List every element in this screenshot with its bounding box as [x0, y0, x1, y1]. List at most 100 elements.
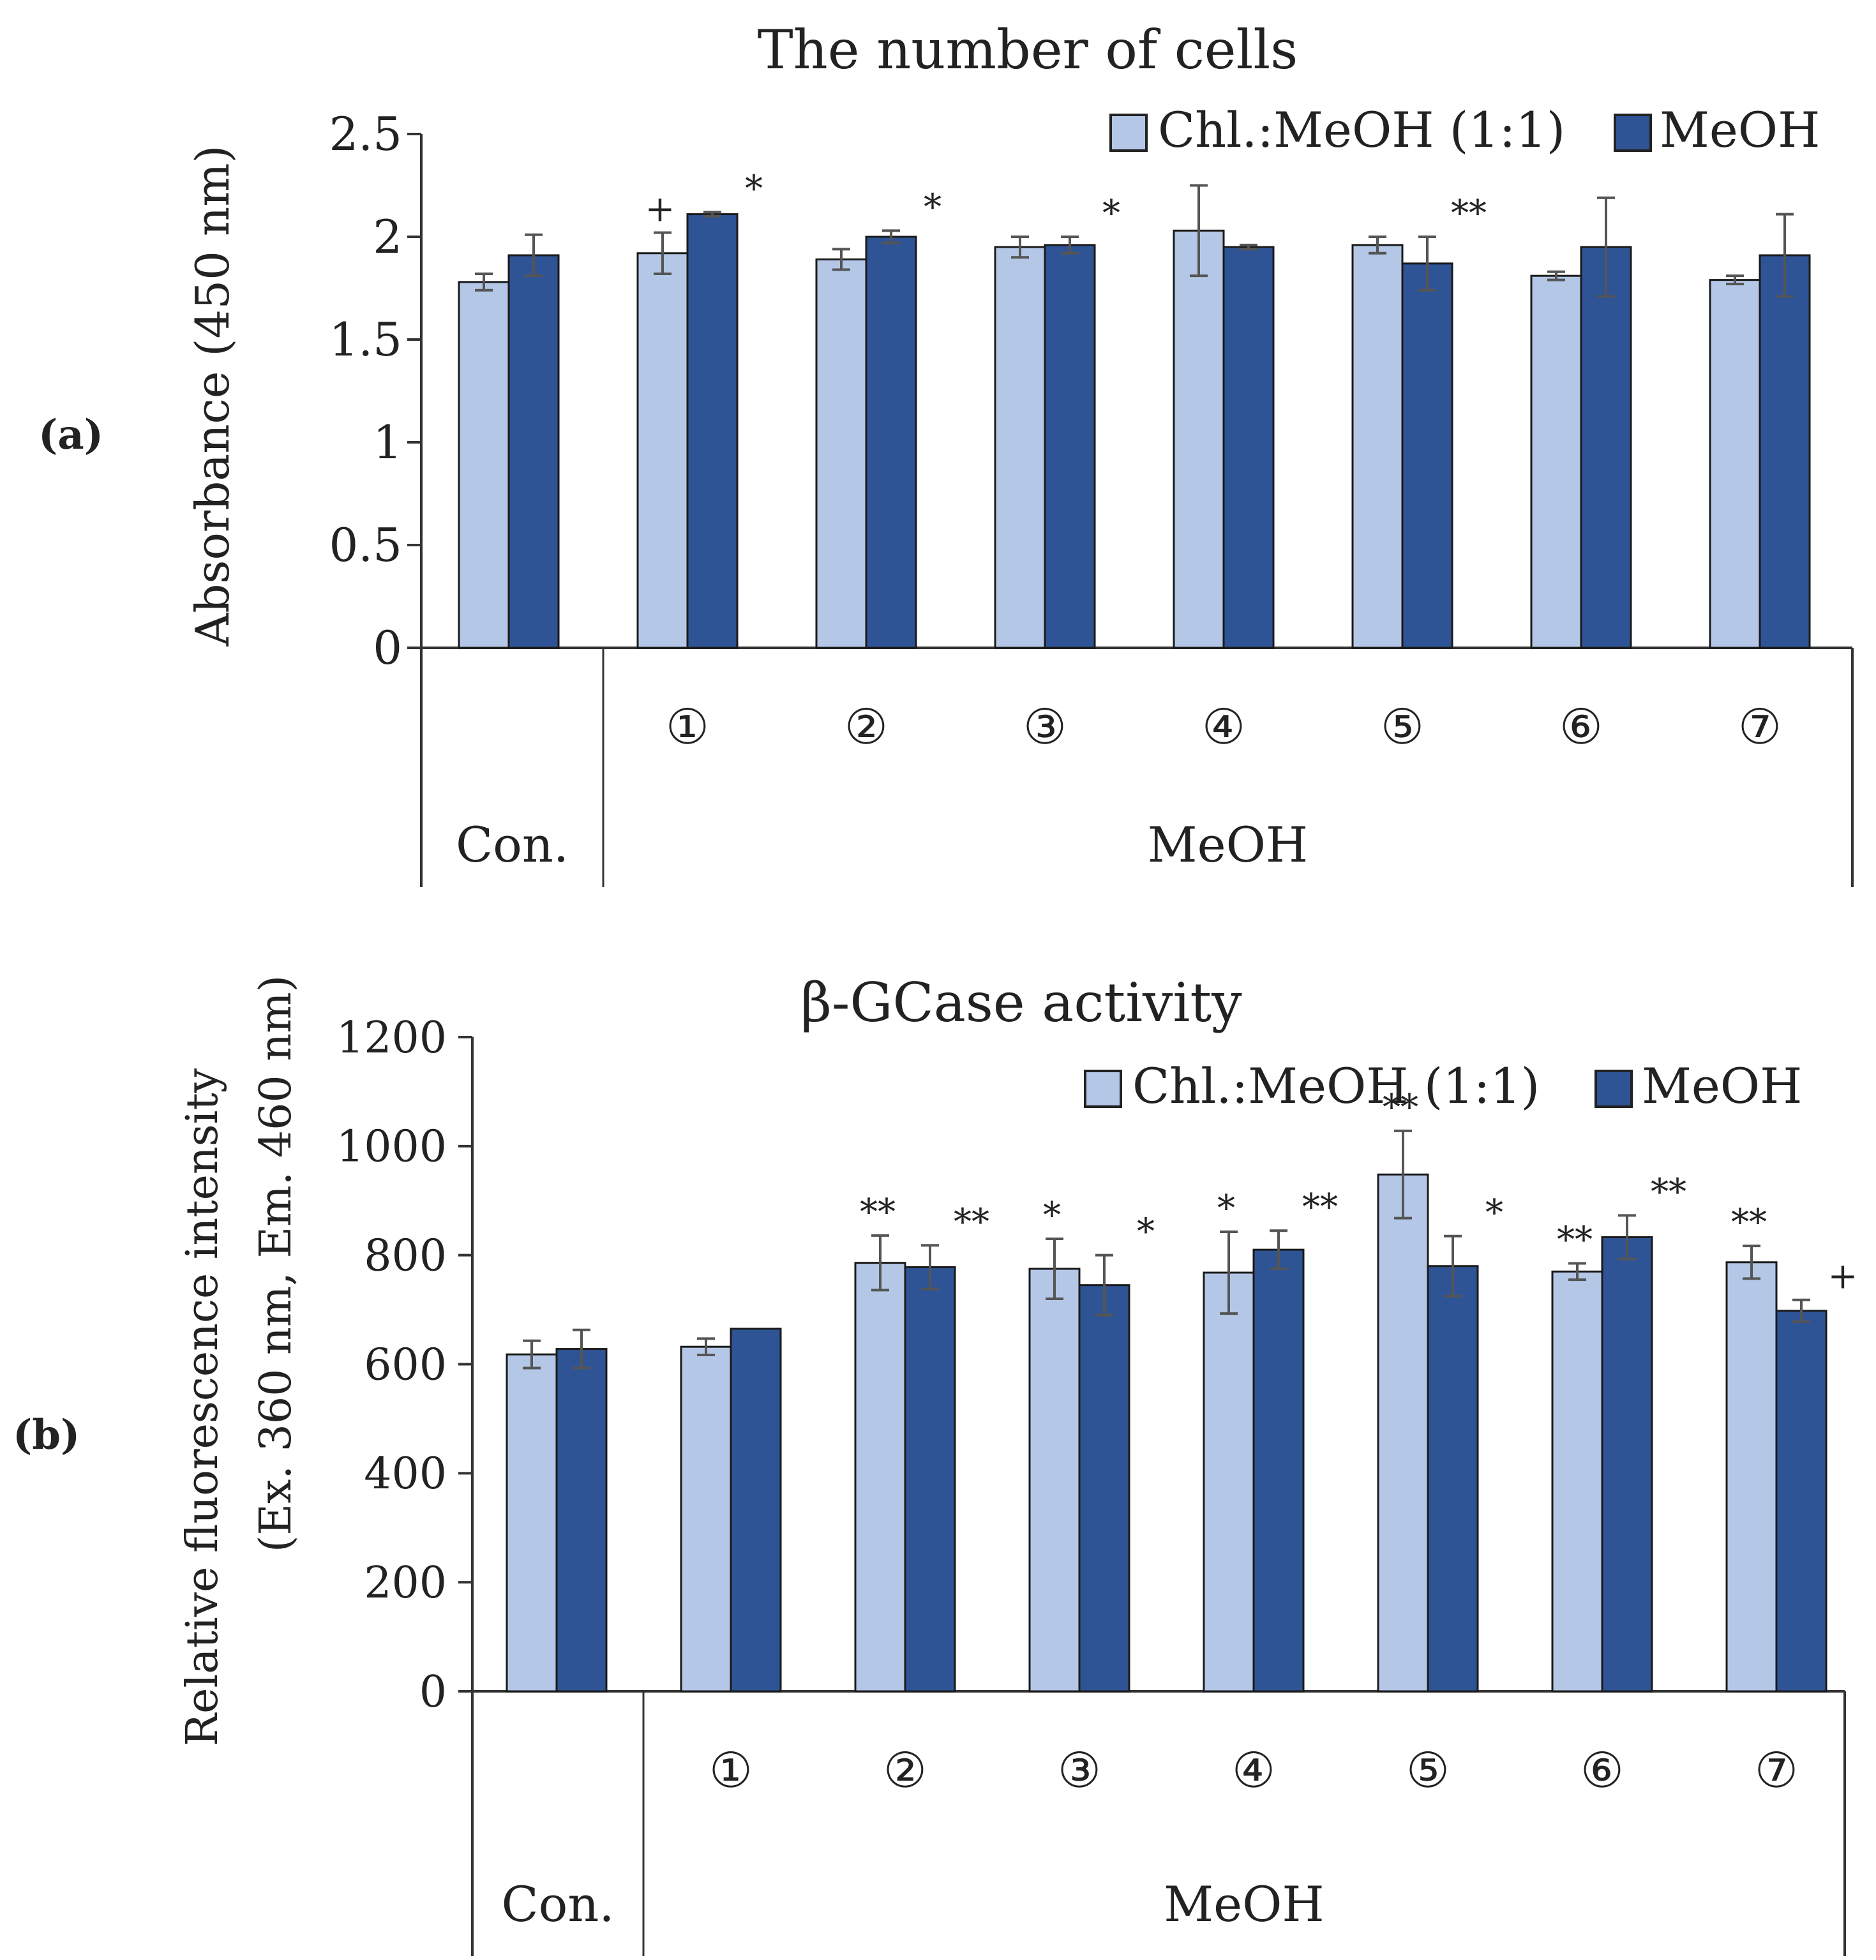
b-bar-s0-c6	[1551, 1270, 1603, 1693]
a-category-label-5: ⑤	[1381, 698, 1424, 755]
a-ytick-label-2: 1	[373, 415, 402, 469]
b-annotation-s0-c4: *	[1217, 1188, 1235, 1229]
b-category-label-3: ③	[1058, 1742, 1101, 1799]
chart-b-ylabel2: (Ex. 360 nm, Em. 460 nm)	[251, 975, 301, 1552]
b-group-label-1: MeOH	[1164, 1876, 1324, 1933]
a-ytick-label-5: 2.5	[329, 107, 402, 161]
b-ytick-label-5: 1000	[336, 1122, 447, 1172]
legend-b-label-0: Chl.:MeOH (1:1)	[1132, 1058, 1540, 1114]
a-bar-s1-c1	[686, 213, 739, 649]
b-annotation-s1-c4: **	[1302, 1186, 1338, 1228]
a-ytick-label-1: 0.5	[329, 518, 402, 572]
legend-b-label-1: MeOH	[1642, 1058, 1802, 1114]
b-category-label-5: ⑤	[1406, 1742, 1450, 1799]
a-annotation-s1-c5: **	[1451, 193, 1487, 234]
b-bar-s0-c2	[854, 1262, 906, 1693]
a-ytick-label-3: 1.5	[329, 313, 402, 366]
legend-a-swatch-1	[1614, 114, 1652, 152]
a-category-label-7: ⑦	[1738, 698, 1782, 755]
a-bar-s0-c3	[994, 246, 1046, 649]
b-annotation-s1-c5: *	[1485, 1192, 1503, 1234]
b-ytick-label-4: 800	[364, 1231, 447, 1281]
a-bar-s1-c0	[507, 254, 560, 649]
b-bar-s0-c7	[1725, 1261, 1778, 1693]
b-bar-s1-c4	[1252, 1248, 1305, 1693]
legend-b-swatch-0	[1084, 1070, 1122, 1108]
b-bar-s1-c2	[904, 1266, 956, 1693]
a-bar-s0-c4	[1173, 229, 1225, 649]
b-annotation-s1-c2: **	[954, 1201, 989, 1243]
b-bar-s1-c6	[1601, 1236, 1653, 1693]
chart-a-legend: Chl.:MeOH (1:1) MeOH	[1109, 101, 1820, 158]
b-ytick-label-0: 0	[419, 1667, 447, 1717]
a-category-label-4: ④	[1202, 698, 1245, 755]
a-category-label-2: ②	[844, 698, 888, 755]
b-bar-s1-c0	[555, 1348, 608, 1693]
a-category-label-1: ①	[666, 698, 709, 755]
legend-a-swatch-0	[1109, 114, 1148, 152]
panel-label-b: (b)	[13, 1411, 80, 1459]
b-annotation-s1-c7: +	[1828, 1256, 1858, 1298]
b-annotation-s0-c3: *	[1043, 1195, 1061, 1236]
a-category-label-6: ⑥	[1559, 698, 1603, 755]
legend-b-swatch-1	[1595, 1070, 1633, 1108]
a-group-label-1: MeOH	[1148, 816, 1308, 873]
chart-b-legend: Chl.:MeOH (1:1) MeOH	[1084, 1058, 1802, 1114]
a-bar-s0-c6	[1530, 274, 1582, 649]
a-bar-s1-c6	[1580, 246, 1632, 649]
chart-b-ylabel: Relative fluorescence intensity	[177, 1068, 228, 1746]
legend-a-label-1: MeOH	[1660, 101, 1820, 158]
b-category-label-7: ⑦	[1755, 1742, 1798, 1799]
b-bar-s0-c5	[1377, 1173, 1429, 1693]
chart-a-ylabel: Absorbance (450 nm)	[186, 145, 239, 647]
a-bar-s0-c1	[636, 252, 689, 649]
a-category-label-3: ③	[1023, 698, 1067, 755]
b-category-label-1: ①	[709, 1742, 753, 1799]
b-ytick-label-3: 600	[364, 1340, 447, 1390]
legend-a-label-0: Chl.:MeOH (1:1)	[1158, 101, 1565, 158]
a-annotation-s1-c1: *	[745, 168, 763, 209]
b-category-label-6: ⑥	[1580, 1742, 1624, 1799]
a-annotation-s1-c2: *	[924, 186, 942, 228]
a-bar-s1-c7	[1759, 254, 1811, 649]
a-bar-s0-c2	[815, 258, 867, 649]
b-ytick-label-2: 400	[364, 1449, 447, 1499]
b-annotation-s0-c5: **	[1383, 1087, 1418, 1128]
b-group-label-0: Con.	[501, 1876, 614, 1933]
b-bar-s1-c5	[1427, 1265, 1479, 1693]
b-bar-s0-c1	[680, 1345, 732, 1693]
b-category-label-2: ②	[883, 1742, 927, 1799]
b-ytick-label-6: 1200	[336, 1013, 447, 1063]
b-bar-s1-c1	[730, 1328, 782, 1693]
b-annotation-s1-c3: *	[1137, 1211, 1155, 1253]
a-bar-s0-c0	[458, 281, 510, 649]
a-bar-s1-c3	[1044, 244, 1096, 649]
b-bar-s0-c0	[506, 1353, 558, 1693]
b-annotation-s0-c6: **	[1557, 1219, 1593, 1261]
b-bar-s0-c3	[1028, 1268, 1081, 1693]
a-bar-s1-c4	[1222, 246, 1275, 649]
b-bar-s0-c4	[1203, 1271, 1255, 1693]
a-group-label-0: Con.	[456, 816, 569, 873]
chart-a-plot: 0 0.5 1 1.5 2 2.5 + * ① * ② * ③ ④ ** ⑤ ⑥ ⑦ Con. MeOH	[329, 107, 1854, 887]
chart-b-title: β-GCase activity	[800, 971, 1242, 1034]
b-annotation-s0-c2: **	[860, 1192, 896, 1233]
chart-b: (b) β-GCase activity Relative fluorescen…	[13, 971, 1857, 1956]
chart-a: (a) The number of cells Absorbance (450 …	[38, 19, 1854, 887]
b-bar-s1-c7	[1775, 1310, 1827, 1693]
a-bar-s1-c5	[1401, 262, 1453, 649]
a-annotation-s0-c1: +	[645, 189, 675, 230]
b-ytick-label-1: 200	[364, 1558, 447, 1608]
b-bar-s1-c3	[1078, 1284, 1130, 1693]
a-bar-s1-c2	[865, 236, 917, 649]
b-annotation-s1-c6: **	[1651, 1171, 1686, 1213]
chart-a-title: The number of cells	[758, 19, 1298, 81]
a-ytick-label-4: 2	[373, 210, 402, 264]
b-annotation-s0-c7: **	[1731, 1202, 1767, 1243]
a-annotation-s1-c3: *	[1102, 193, 1120, 234]
a-bar-s0-c5	[1351, 244, 1404, 649]
a-ytick-label-0: 0	[373, 621, 402, 675]
a-bar-s0-c7	[1709, 279, 1761, 649]
b-category-label-4: ④	[1232, 1742, 1275, 1799]
